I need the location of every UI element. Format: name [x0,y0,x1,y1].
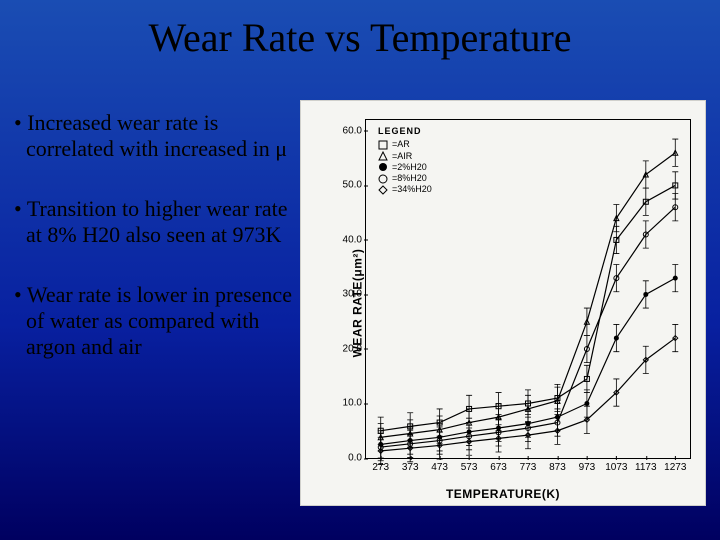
x-tick: 773 [520,462,537,473]
y-tick: 30.0 [343,289,362,300]
x-tick: 673 [490,462,507,473]
plot-area: LEGEND =AR=AIR=2%H20=8%H20=34%H20 0.010.… [365,119,691,459]
y-tick: 20.0 [343,343,362,354]
bullet-item: Wear rate is lower in presence of water … [14,282,292,360]
bullet-item: Increased wear rate is correlated with i… [14,110,292,162]
chart-series [366,120,690,458]
x-tick: 873 [549,462,566,473]
wear-rate-chart: WEAR RATE(μm²) TEMPERATURE(K) LEGEND =AR… [300,100,706,506]
x-tick: 1273 [664,462,686,473]
x-tick: 1073 [605,462,627,473]
y-tick: 50.0 [343,180,362,191]
y-tick: 0.0 [348,453,362,464]
x-axis-label: TEMPERATURE(K) [301,487,705,501]
bullet-list: Increased wear rate is correlated with i… [14,110,292,394]
y-tick: 40.0 [343,234,362,245]
y-axis-label: WEAR RATE(μm²) [350,249,364,358]
y-tick: 60.0 [343,125,362,136]
y-tick: 10.0 [343,398,362,409]
x-tick: 273 [372,462,389,473]
slide-title: Wear Rate vs Temperature [0,14,720,61]
bullet-item: Transition to higher wear rate at 8% H20… [14,196,292,248]
x-tick: 473 [431,462,448,473]
x-tick: 1173 [635,462,657,473]
x-tick: 573 [461,462,478,473]
x-tick: 373 [402,462,419,473]
x-tick: 973 [579,462,596,473]
